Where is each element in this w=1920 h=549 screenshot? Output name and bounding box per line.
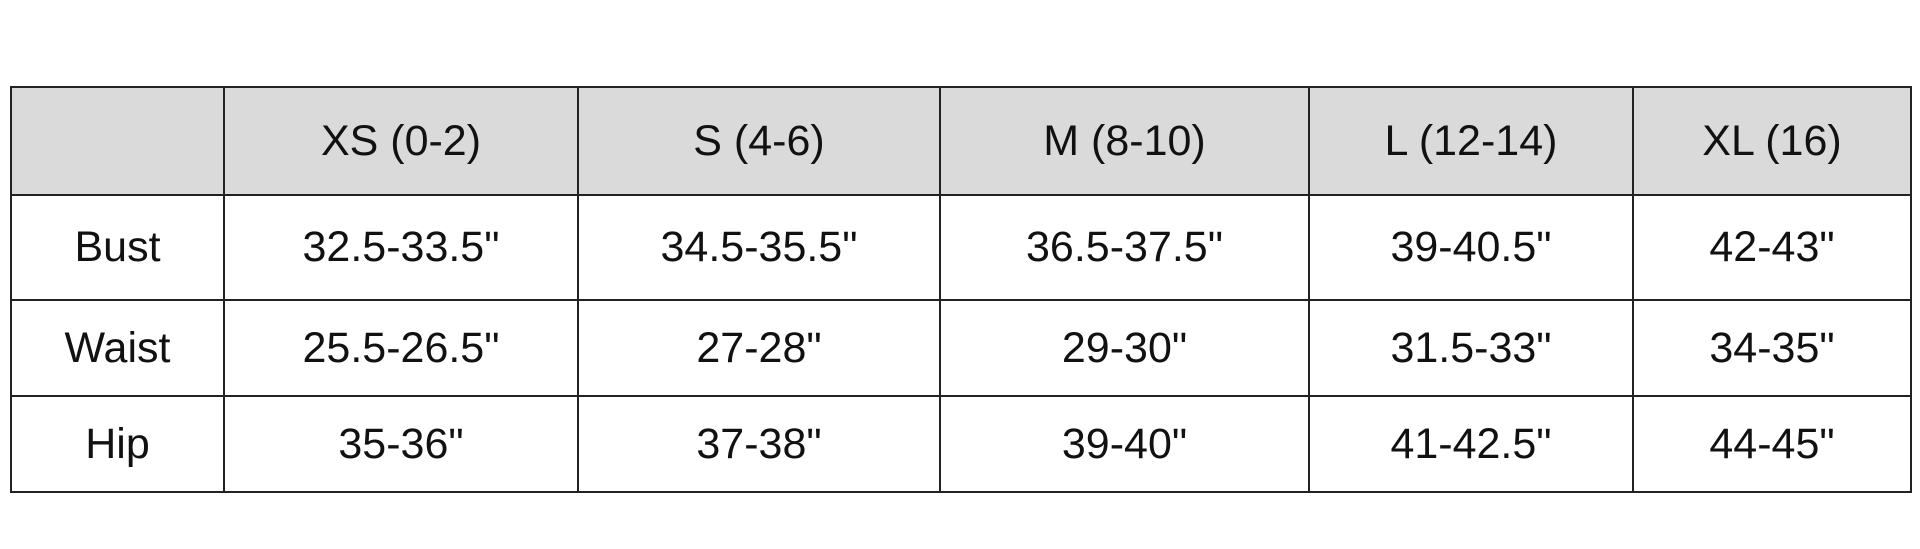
header-row: XS (0-2) S (4-6) M (8-10) L (12-14) XL (… <box>10 86 1912 196</box>
table-cell: 36.5-37.5" <box>939 194 1310 301</box>
header-cell-empty <box>10 86 225 196</box>
header-cell-s: S (4-6) <box>577 86 941 196</box>
table-cell: 32.5-33.5" <box>223 194 579 301</box>
table-cell: 35-36" <box>223 395 579 493</box>
row-label: Hip <box>10 395 225 493</box>
header-cell-l: L (12-14) <box>1308 86 1634 196</box>
table-cell: 27-28" <box>577 299 941 397</box>
table-cell: 39-40" <box>939 395 1310 493</box>
table-cell: 31.5-33" <box>1308 299 1634 397</box>
table-cell: 39-40.5" <box>1308 194 1634 301</box>
header-cell-xl: XL (16) <box>1632 86 1912 196</box>
table-cell: 29-30" <box>939 299 1310 397</box>
header-cell-xs: XS (0-2) <box>223 86 579 196</box>
row-label: Bust <box>10 194 225 301</box>
table-row-bust: Bust 32.5-33.5" 34.5-35.5" 36.5-37.5" 39… <box>10 194 1912 301</box>
row-label: Waist <box>10 299 225 397</box>
table-cell: 37-38" <box>577 395 941 493</box>
table-cell: 41-42.5" <box>1308 395 1634 493</box>
header-cell-m: M (8-10) <box>939 86 1310 196</box>
table-cell: 42-43" <box>1632 194 1912 301</box>
table-cell: 34.5-35.5" <box>577 194 941 301</box>
table-cell: 34-35" <box>1632 299 1912 397</box>
table-row-hip: Hip 35-36" 37-38" 39-40" 41-42.5" 44-45" <box>10 395 1912 493</box>
table-cell: 44-45" <box>1632 395 1912 493</box>
size-chart-table: XS (0-2) S (4-6) M (8-10) L (12-14) XL (… <box>10 86 1912 493</box>
table-row-waist: Waist 25.5-26.5" 27-28" 29-30" 31.5-33" … <box>10 299 1912 397</box>
table-cell: 25.5-26.5" <box>223 299 579 397</box>
